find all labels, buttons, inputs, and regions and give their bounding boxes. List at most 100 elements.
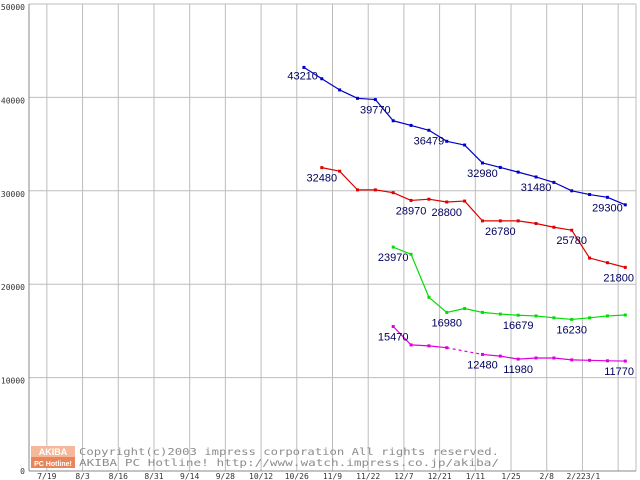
logo-top-box: [31, 446, 75, 457]
series-group: [302, 65, 627, 363]
series-blue-point: [320, 77, 324, 81]
series-red-segment: [392, 192, 412, 201]
series-green-segment: [589, 315, 608, 319]
x-tick-label: 9/28: [216, 472, 235, 480]
x-tick-label: 2/8: [540, 472, 555, 480]
data-label: 16230: [556, 324, 587, 336]
y-tick-label: 50000: [1, 3, 25, 12]
series-green-segment: [446, 307, 465, 313]
logo-bottom-box: [31, 457, 75, 468]
series-red-point: [480, 219, 484, 223]
data-label: 15470: [378, 332, 409, 344]
series-blue-segment: [446, 140, 465, 146]
series-red-segment: [321, 167, 340, 172]
series-red-point: [427, 197, 431, 201]
y-tick-label: 10000: [1, 377, 25, 386]
series-magenta-point: [552, 356, 556, 360]
series-magenta-segment: [428, 345, 447, 349]
series-red-point: [552, 225, 556, 229]
series-blue-point: [516, 170, 520, 174]
series-red-point: [605, 261, 609, 265]
data-label: 39770: [360, 105, 391, 117]
series-red-segment: [464, 200, 483, 222]
series-red-point: [320, 166, 324, 170]
data-label: 25780: [556, 235, 587, 247]
series-blue-point: [391, 119, 395, 123]
x-tick-label: 9/14: [180, 472, 199, 480]
series-magenta-segment: [553, 357, 572, 361]
series-green-segment: [607, 314, 626, 317]
series-magenta-point: [534, 356, 538, 360]
series-red-point: [623, 265, 627, 269]
x-tick-label: 12/21: [428, 472, 452, 480]
series-red-point: [463, 199, 467, 203]
series-magenta-point: [409, 343, 413, 347]
series-blue-segment: [482, 162, 501, 169]
series-blue-segment: [571, 190, 590, 196]
data-label: 36479: [414, 135, 445, 147]
series-green-point: [605, 314, 609, 318]
series-red-point: [391, 191, 395, 195]
x-tick-label: 10/26: [285, 472, 309, 480]
series-blue: [302, 65, 627, 207]
series-blue-point: [570, 189, 574, 193]
series-red-point: [409, 198, 413, 202]
data-label: 28970: [396, 205, 427, 217]
chart-axes: [28, 4, 636, 472]
series-green-segment: [464, 307, 483, 313]
series-red-point: [498, 219, 502, 223]
y-tick-label: 40000: [1, 96, 25, 105]
series-green-segment: [571, 317, 590, 321]
series-green-segment: [518, 314, 537, 317]
series-red-point: [516, 219, 520, 223]
y-tick-label: 0: [20, 467, 25, 476]
x-tick-label: 8/3: [75, 472, 90, 480]
series-blue-segment: [321, 78, 340, 91]
series-green-segment: [392, 246, 412, 255]
x-tick-label: 10/12: [249, 472, 273, 480]
series-green-point: [516, 313, 520, 317]
series-red-segment: [428, 198, 447, 203]
x-tick-label: 11/9: [323, 472, 342, 480]
series-green-point: [427, 295, 431, 299]
series-blue-point: [445, 139, 449, 143]
logo-top-text: AKIBA: [39, 447, 68, 457]
series-blue-point: [552, 180, 556, 184]
series-magenta-point: [516, 357, 520, 361]
data-labels: 43210 39770 36479 32980 31480 29300 32480 28970…: [287, 70, 634, 378]
series-green-point: [498, 312, 502, 316]
series-red-segment: [553, 226, 572, 231]
series-green-segment: [482, 311, 501, 315]
series-magenta-point: [427, 344, 431, 348]
series-red-segment: [571, 229, 591, 259]
series-green-segment: [428, 296, 448, 313]
y-tick-label: 30000: [1, 190, 25, 199]
copyright-text: Copyright(c)2003 impress corporation All…: [79, 447, 499, 458]
data-label: 43210: [287, 70, 318, 82]
series-blue-segment: [500, 166, 519, 173]
series-magenta-segment: [500, 355, 519, 360]
series-red-point: [570, 228, 574, 232]
series-blue-segment: [589, 193, 608, 198]
data-label: 12480: [467, 359, 498, 371]
series-blue-point: [498, 165, 502, 169]
x-tick-label: 7/19: [37, 472, 56, 480]
series-blue-segment: [553, 181, 572, 192]
series-green-segment: [553, 317, 572, 321]
series-blue-point: [605, 195, 609, 199]
data-label: 26780: [485, 226, 516, 238]
x-tick-label: 2/223/1: [566, 472, 600, 480]
series-green-segment: [535, 315, 554, 319]
series-magenta-segment: [518, 357, 537, 360]
series-red-segment: [339, 170, 358, 191]
series-blue-point: [373, 98, 377, 102]
series-magenta-segment: [446, 347, 483, 356]
series-magenta-point: [605, 359, 609, 363]
series-red-segment: [446, 200, 465, 203]
x-tick-label: 11/22: [356, 472, 380, 480]
series-blue-segment: [374, 99, 394, 122]
series-blue-point: [338, 88, 342, 92]
series-blue-point: [588, 193, 592, 197]
series-blue-segment: [428, 129, 448, 142]
